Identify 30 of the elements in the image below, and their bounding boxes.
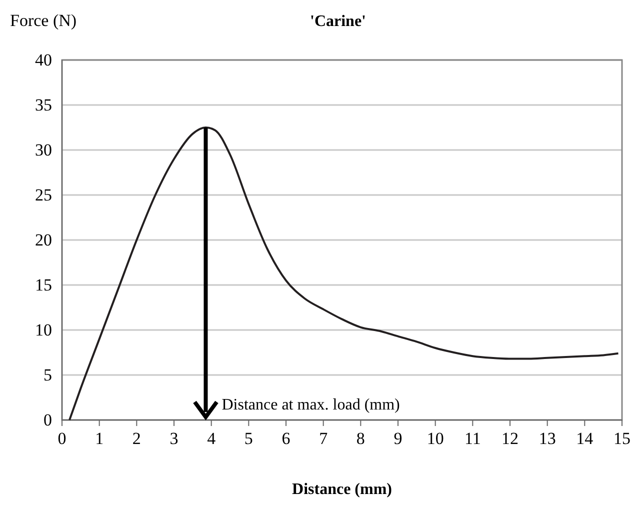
x-tick-label: 13 (538, 429, 556, 448)
x-tick-label: 0 (58, 429, 66, 448)
y-tick-label: 5 (44, 365, 52, 384)
x-tick-label: 8 (356, 429, 365, 448)
y-tick-label: 20 (35, 230, 52, 250)
x-tick-label: 9 (394, 429, 402, 448)
x-tick-label: 6 (282, 429, 290, 448)
x-tick-label: 5 (244, 429, 253, 448)
x-tick-label: 14 (576, 429, 594, 448)
x-tick-label: 7 (319, 429, 328, 448)
x-tick-label: 3 (170, 429, 178, 448)
x-tick-label: 10 (426, 429, 444, 448)
y-tick-label: 15 (35, 275, 52, 294)
y-tick-label: 10 (35, 320, 52, 340)
y-tick-label: 40 (35, 50, 52, 70)
x-axis-title: Distance (mm) (292, 481, 392, 498)
line-series (68, 126, 620, 421)
x-tick-label: 15 (614, 429, 630, 448)
y-tick-label: 25 (35, 185, 52, 204)
x-tick-label: 2 (132, 429, 141, 448)
y-tick-label: 30 (35, 140, 52, 160)
chart-title: 'Carine' (310, 13, 366, 30)
x-tick-label: 1 (95, 429, 104, 448)
y-tick-label: 0 (44, 410, 52, 430)
y-axis-title: Force (N) (10, 11, 77, 30)
x-tick-label: 12 (502, 429, 518, 448)
x-tick-label: 11 (464, 429, 481, 448)
y-tick-label: 35 (35, 95, 52, 114)
x-tick-label: 4 (207, 429, 216, 448)
annotation: Distance at max. load (mm) (222, 396, 400, 414)
